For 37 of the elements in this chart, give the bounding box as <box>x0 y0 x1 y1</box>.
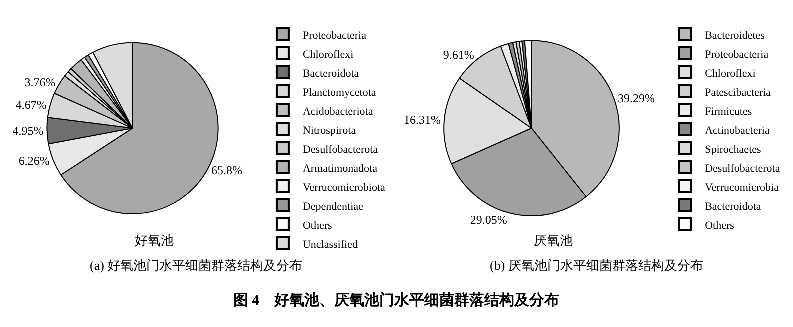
data-label: 3.76% <box>24 76 56 90</box>
legend-label: Dependentiae <box>302 200 364 213</box>
legend-label: Bacteroidota <box>705 200 762 213</box>
legend-label: Armatimonadota <box>302 162 378 175</box>
data-label: 16.31% <box>404 113 441 128</box>
legend-label: Others <box>705 220 734 232</box>
legend-label: Chloroflexi <box>302 48 354 61</box>
text: 厌氧池 <box>534 233 573 248</box>
data-label: 6.26% <box>18 154 50 168</box>
text: (b) 厌氧池门水平细菌群落结构及分布 <box>490 258 704 273</box>
data-label: 9.61% <box>443 48 474 62</box>
legend-label: Proteobacteria <box>705 48 769 61</box>
legend-label: Actinobacteria <box>705 124 770 137</box>
text: (a) 好氧池门水平细菌群落结构及分布 <box>90 258 303 273</box>
text: 好氧池 <box>135 233 174 248</box>
legend-label: Verrucomicrobia <box>705 182 780 194</box>
legend-label: Proteobacteria <box>302 30 367 42</box>
legend-label: Acidobacteriota <box>302 106 374 118</box>
legend-label: Unclassified <box>302 238 358 251</box>
data-label: 29.05% <box>470 213 508 228</box>
legend-label: Chloroflexi <box>705 68 756 80</box>
legend-label: Bacteroidota <box>302 68 360 80</box>
legend-label: Others <box>302 220 332 232</box>
legend-label: Firmicutes <box>705 106 752 118</box>
data-label: 4.95% <box>12 124 44 138</box>
caption: 图 4 好氧池、厌氧池门水平细菌群落结构及分布 <box>232 291 561 310</box>
legend-label: Patescibacteria <box>705 86 772 99</box>
data-label: 39.29% <box>618 92 655 106</box>
data-label: 65.8% <box>211 164 242 178</box>
legend-label: Desulfobacterota <box>705 162 780 175</box>
legend-label: Spirochaetes <box>705 144 762 156</box>
data-label: 4.67% <box>16 98 47 112</box>
legend-label: Bacteroidetes <box>705 30 765 42</box>
legend-label: Nitrospirota <box>302 124 356 137</box>
legend-label: Verrucomicrobiota <box>302 182 386 194</box>
legend-label: Planctomycetota <box>302 86 376 99</box>
legend-label: Desulfobacterota <box>302 144 378 156</box>
